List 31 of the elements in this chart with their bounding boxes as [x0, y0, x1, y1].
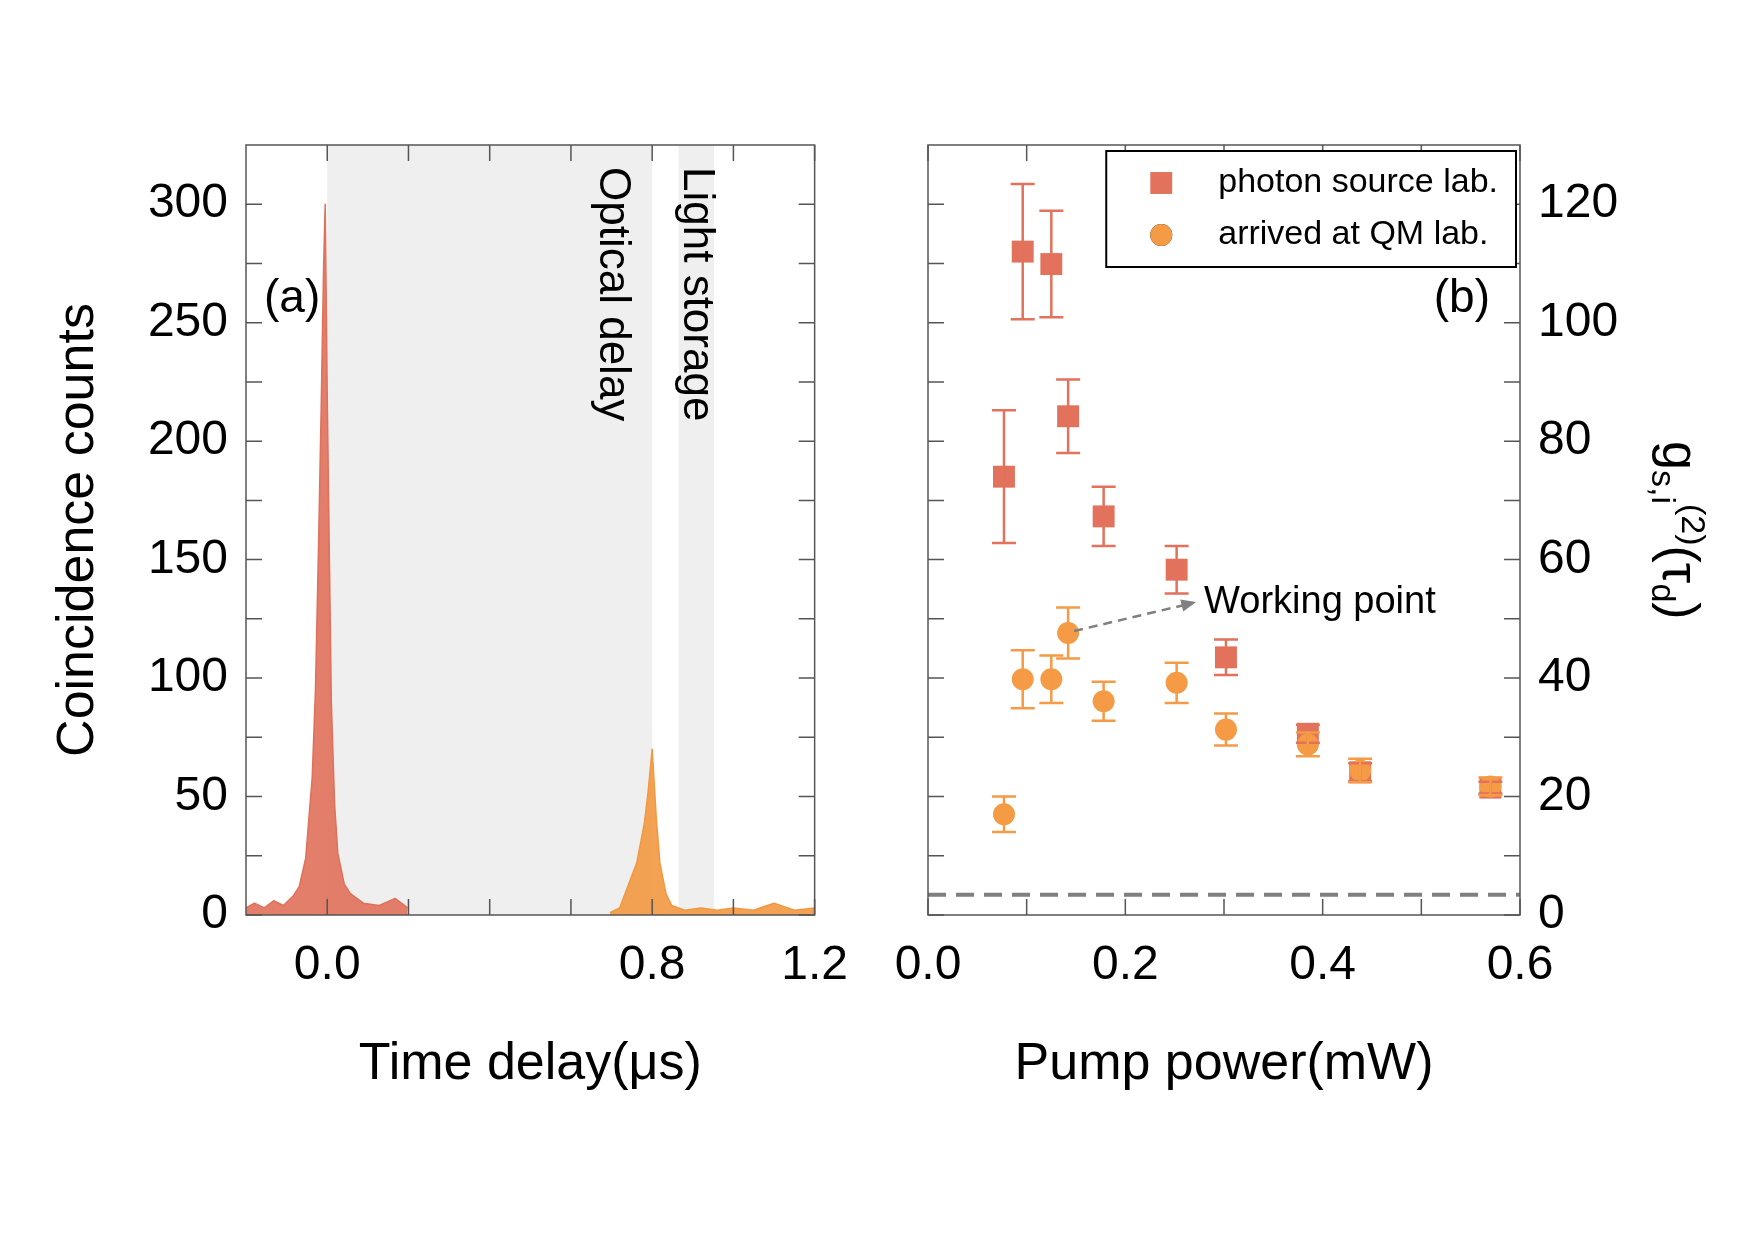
- legend-label: photon source lab.: [1218, 161, 1499, 200]
- x-tick-label: 0.4: [1289, 936, 1357, 990]
- y-tick-label: 50: [174, 766, 228, 820]
- band-label: Light storage: [675, 167, 725, 422]
- y-tick-label: 200: [147, 411, 228, 465]
- annotation: (a): [264, 269, 321, 322]
- x-tick-label: 0.6: [1486, 936, 1554, 990]
- y-tick-label: 120: [1538, 174, 1619, 228]
- band-label: Optical delay: [591, 167, 641, 422]
- y-tick-label: 250: [147, 292, 228, 346]
- x-axis-title: Pump power(mW): [1014, 1032, 1434, 1091]
- y-tick-label: 0: [201, 885, 228, 939]
- x-axis-title: Time delay(μs): [358, 1032, 702, 1091]
- y-tick-label: 100: [1538, 292, 1619, 346]
- y-tick-label: 40: [1538, 648, 1592, 702]
- y-axis-title: Coincidence counts: [44, 303, 105, 757]
- annotation: Working point: [1204, 578, 1437, 621]
- legend-label: arrived at QM lab.: [1218, 213, 1489, 252]
- x-tick-label: 0.0: [293, 936, 361, 990]
- x-tick-label: 1.2: [781, 936, 848, 990]
- x-tick-label: 0.2: [1091, 936, 1159, 990]
- y-tick-label: 300: [147, 174, 228, 228]
- y-tick-label: 100: [147, 648, 228, 702]
- annotation: (b): [1433, 269, 1490, 322]
- y-tick-label: 150: [147, 529, 228, 583]
- x-tick-label: 0.8: [618, 936, 686, 990]
- y-tick-label: 60: [1538, 529, 1592, 583]
- y-tick-label: 80: [1538, 411, 1592, 465]
- y-tick-label: 0: [1538, 885, 1565, 939]
- y-tick-label: 20: [1538, 766, 1592, 820]
- x-tick-label: 0.0: [894, 936, 962, 990]
